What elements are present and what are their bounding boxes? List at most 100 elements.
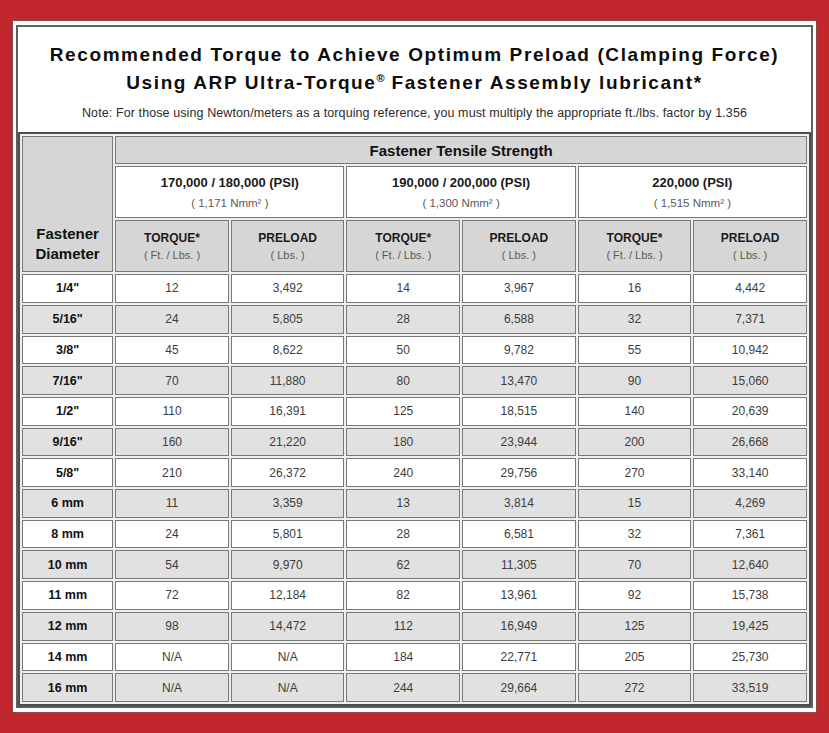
value-cell: 70 <box>115 366 229 395</box>
row-diameter: 5/16" <box>22 305 113 334</box>
title-block: Recommended Torque to Achieve Optimum Pr… <box>18 27 811 132</box>
value-cell: 110 <box>115 397 229 426</box>
value-cell: 11 <box>115 489 229 518</box>
table-row: 5/16"245,805286,588327,371 <box>22 305 807 334</box>
value-cell: 205 <box>578 643 692 672</box>
row-diameter: 9/16" <box>22 428 113 457</box>
row-diameter: 10 mm <box>22 550 113 579</box>
psi-label: 190,000 / 200,000 (PSI) <box>350 175 571 190</box>
value-cell: 20,639 <box>693 397 807 426</box>
value-cell: 54 <box>115 550 229 579</box>
table-row: 9/16"16021,22018023,94420026,668 <box>22 428 807 457</box>
value-cell: 180 <box>346 428 460 457</box>
value-cell: 3,967 <box>462 274 576 303</box>
subheader-unit: ( Ft. / Lbs. ) <box>350 249 456 261</box>
value-cell: 240 <box>346 458 460 487</box>
value-cell: 33,519 <box>693 673 807 702</box>
value-cell: 5,805 <box>231 305 345 334</box>
value-cell: 272 <box>578 673 692 702</box>
corner-header-fastener-diameter: Fastener Diameter <box>22 136 113 272</box>
value-cell: 184 <box>346 643 460 672</box>
nmm-label: ( 1,300 Nmm² ) <box>350 197 571 209</box>
value-cell: 14 <box>346 274 460 303</box>
subheader-torque: TORQUE* ( Ft. / Lbs. ) <box>115 220 229 272</box>
value-cell: 80 <box>346 366 460 395</box>
conversion-note: Note: For those using Newton/meters as a… <box>26 106 803 120</box>
subheader-preload: PRELOAD ( Lbs. ) <box>462 220 576 272</box>
row-diameter: 12 mm <box>22 612 113 641</box>
value-cell: 6,581 <box>462 520 576 549</box>
value-cell: 4,442 <box>693 274 807 303</box>
value-cell: 11,880 <box>231 366 345 395</box>
value-cell: 90 <box>578 366 692 395</box>
tensile-strength-row: Fastener Diameter Fastener Tensile Stren… <box>22 136 807 164</box>
value-cell: N/A <box>115 643 229 672</box>
value-cell: N/A <box>115 673 229 702</box>
subheader-label: TORQUE* <box>119 231 225 245</box>
table-header: Fastener Diameter Fastener Tensile Stren… <box>22 136 807 272</box>
value-cell: 15,738 <box>693 581 807 610</box>
value-cell: 29,756 <box>462 458 576 487</box>
value-cell: 6,588 <box>462 305 576 334</box>
table-row: 16 mmN/AN/A24429,66427233,519 <box>22 673 807 702</box>
subheader-unit: ( Ft. / Lbs. ) <box>119 249 225 261</box>
value-cell: 13 <box>346 489 460 518</box>
value-cell: 28 <box>346 305 460 334</box>
value-cell: 270 <box>578 458 692 487</box>
column-subheaders-row: TORQUE* ( Ft. / Lbs. ) PRELOAD ( Lbs. ) … <box>22 220 807 272</box>
value-cell: 3,814 <box>462 489 576 518</box>
subheader-preload: PRELOAD ( Lbs. ) <box>231 220 345 272</box>
title-line-2-tail: Fastener Assembly lubricant* <box>385 72 703 93</box>
table-row: 6 mm113,359133,814154,269 <box>22 489 807 518</box>
subheader-label: TORQUE* <box>582 231 688 245</box>
value-cell: 16 <box>578 274 692 303</box>
subheader-preload: PRELOAD ( Lbs. ) <box>693 220 807 272</box>
value-cell: 55 <box>578 336 692 365</box>
value-cell: 32 <box>578 520 692 549</box>
value-cell: 98 <box>115 612 229 641</box>
value-cell: 7,371 <box>693 305 807 334</box>
value-cell: 33,140 <box>693 458 807 487</box>
psi-label: 220,000 (PSI) <box>582 175 803 190</box>
value-cell: 24 <box>115 305 229 334</box>
value-cell: 70 <box>578 550 692 579</box>
value-cell: 82 <box>346 581 460 610</box>
value-cell: N/A <box>231 673 345 702</box>
torque-table: Fastener Diameter Fastener Tensile Stren… <box>18 132 811 706</box>
subheader-unit: ( Lbs. ) <box>466 249 572 261</box>
subheader-label: PRELOAD <box>235 231 341 245</box>
value-cell: 21,220 <box>231 428 345 457</box>
value-cell: 13,470 <box>462 366 576 395</box>
value-cell: 3,359 <box>231 489 345 518</box>
row-diameter: 7/16" <box>22 366 113 395</box>
value-cell: 72 <box>115 581 229 610</box>
value-cell: 62 <box>346 550 460 579</box>
value-cell: 24 <box>115 520 229 549</box>
value-cell: 23,944 <box>462 428 576 457</box>
subheader-unit: ( Ft. / Lbs. ) <box>582 249 688 261</box>
page-frame: Recommended Torque to Achieve Optimum Pr… <box>12 20 817 713</box>
value-cell: 125 <box>346 397 460 426</box>
table-row: 5/8"21026,37224029,75627033,140 <box>22 458 807 487</box>
value-cell: 18,515 <box>462 397 576 426</box>
strength-group-170-180: 170,000 / 180,000 (PSI) ( 1,171 Nmm² ) <box>115 166 344 218</box>
row-diameter: 5/8" <box>22 458 113 487</box>
row-diameter: 14 mm <box>22 643 113 672</box>
table-row: 14 mmN/AN/A18422,77120525,730 <box>22 643 807 672</box>
value-cell: 16,391 <box>231 397 345 426</box>
value-cell: 92 <box>578 581 692 610</box>
value-cell: 45 <box>115 336 229 365</box>
subheader-label: PRELOAD <box>697 231 803 245</box>
table-row: 11 mm7212,1848213,9619215,738 <box>22 581 807 610</box>
table-body: 1/4"123,492143,967164,4425/16"245,805286… <box>22 274 807 702</box>
row-diameter: 11 mm <box>22 581 113 610</box>
value-cell: 13,961 <box>462 581 576 610</box>
table-row: 10 mm549,9706211,3057012,640 <box>22 550 807 579</box>
value-cell: 5,801 <box>231 520 345 549</box>
strength-group-190-200: 190,000 / 200,000 (PSI) ( 1,300 Nmm² ) <box>346 166 575 218</box>
row-diameter: 3/8" <box>22 336 113 365</box>
value-cell: 26,668 <box>693 428 807 457</box>
table-row: 1/4"123,492143,967164,442 <box>22 274 807 303</box>
value-cell: 15 <box>578 489 692 518</box>
table-row: 12 mm9814,47211216,94912519,425 <box>22 612 807 641</box>
